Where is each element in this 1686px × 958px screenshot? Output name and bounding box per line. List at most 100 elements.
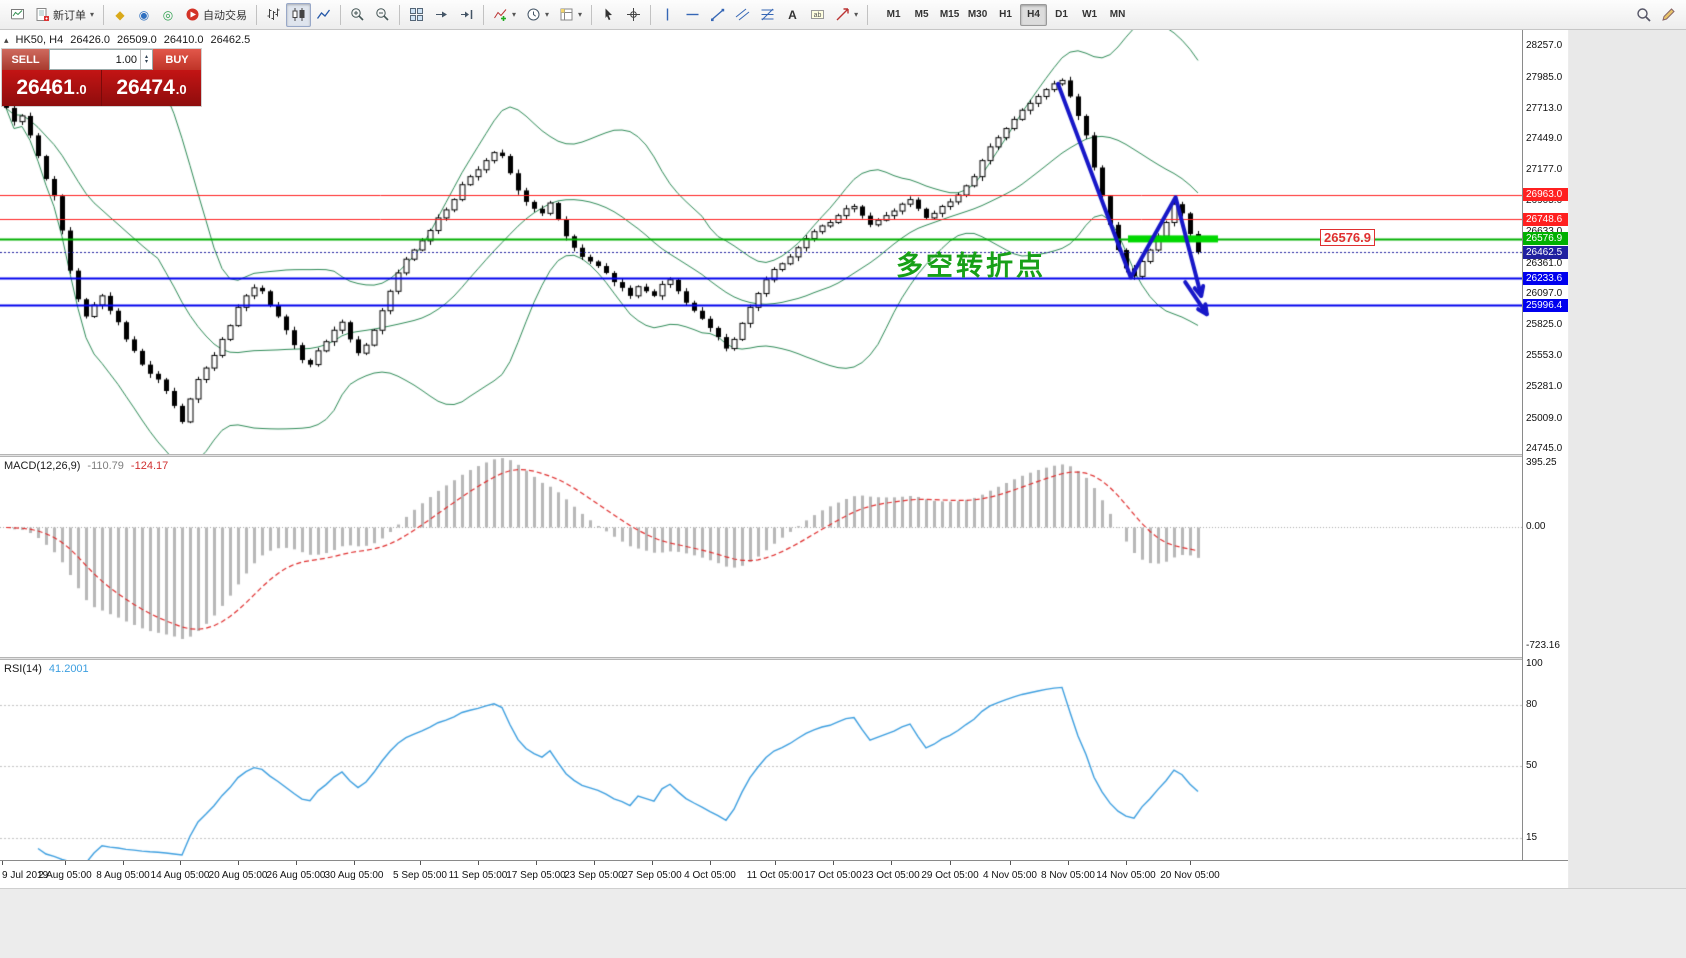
toolbar-separator <box>591 4 593 25</box>
toolbar-zoom-out-button[interactable] <box>370 3 395 27</box>
time-axis-label: 9 Jul 2019 <box>2 870 49 881</box>
rsi-canvas[interactable] <box>0 660 1522 860</box>
toolbar-market-watch-button[interactable]: ◉ <box>132 3 156 27</box>
volume-spinner[interactable]: ▴ ▾ <box>140 50 152 69</box>
time-axis-label: 17 Oct 05:00 <box>804 870 862 881</box>
zoom-in-icon <box>350 7 365 22</box>
cursor-icon <box>601 7 616 22</box>
time-axis-tick <box>1190 861 1191 865</box>
time-axis[interactable]: 9 Jul 2019 2 Aug 05:00 8 Aug 05:00 14 Aug 0… <box>0 860 1568 888</box>
new-order-icon <box>35 7 50 22</box>
ohlc-open: 26426.0 <box>70 34 110 46</box>
one-click-collapse-icon[interactable]: ▴ <box>4 34 9 45</box>
panel-splitter[interactable] <box>0 454 1568 457</box>
price-badge: 26576.9 <box>1523 232 1568 246</box>
time-axis-tick <box>594 861 595 865</box>
time-axis-tick <box>1126 861 1127 865</box>
toolbar-new-order-button[interactable]: 新订单 ▾ <box>30 3 99 27</box>
toolbar-text-label-button[interactable]: ab <box>805 3 830 27</box>
toolbar-line-chart-button[interactable] <box>311 3 336 27</box>
time-axis-tick <box>420 861 421 865</box>
buy-price-box[interactable]: 26474 .0 <box>101 70 201 106</box>
price-scale[interactable]: 28257.027985.027713.027449.027177.026905… <box>1522 30 1568 860</box>
toolbar-arrows-button[interactable]: ▾ <box>830 3 863 27</box>
toolbar-navigator-button[interactable]: ◎ <box>156 3 180 27</box>
toolbar-horizontal-line-button[interactable] <box>680 3 705 27</box>
toolbar-indicators-button[interactable]: ▾ <box>488 3 521 27</box>
timeframe-H1[interactable]: H1 <box>999 9 1012 20</box>
time-axis-label: 14 Aug 05:00 <box>150 870 210 881</box>
time-axis-label: 23 Sep 05:00 <box>564 870 624 881</box>
sell-button[interactable]: SELL <box>2 49 49 70</box>
timeframe-M30[interactable]: M30 <box>967 9 988 20</box>
time-axis-tick <box>775 861 776 865</box>
toolbar-equidistant-channel-button[interactable] <box>730 3 755 27</box>
toolbar-vertical-line-button[interactable] <box>655 3 680 27</box>
chart-ohlc-header: ▴ HK50, H4 26426.0 26509.0 26410.0 26462… <box>4 34 250 46</box>
main-chart-panel: ▴ HK50, H4 26426.0 26509.0 26410.0 26462… <box>0 30 1522 454</box>
timeframe-M15[interactable]: M15 <box>939 9 960 20</box>
spin-down-icon[interactable]: ▾ <box>144 58 148 65</box>
toolbar-periods-button[interactable]: ▾ <box>521 3 554 27</box>
spin-up-icon[interactable]: ▴ <box>144 53 148 60</box>
time-axis-label: 27 Sep 05:00 <box>622 870 682 881</box>
toolbar-text-button[interactable]: A <box>780 3 805 27</box>
timeframe-MN[interactable]: MN <box>1109 9 1126 20</box>
timeframe-D1[interactable]: D1 <box>1055 9 1068 20</box>
panel-splitter[interactable] <box>0 657 1568 660</box>
volume-value: 1.00 <box>115 53 137 66</box>
toolbar-chart-shift-button[interactable] <box>454 3 479 27</box>
price-badge: 25996.4 <box>1523 298 1568 312</box>
price-scale-label: 25009.0 <box>1526 412 1563 424</box>
toolbar-candlestick-chart-button[interactable] <box>286 2 312 27</box>
time-axis-tick <box>950 861 951 865</box>
timeframe-W1[interactable]: W1 <box>1082 9 1098 20</box>
toolbar-search-button[interactable] <box>1631 3 1656 27</box>
timeframe-M1[interactable]: M1 <box>886 9 901 20</box>
price-scale-label: 25553.0 <box>1526 350 1563 362</box>
time-axis-label: 8 Aug 05:00 <box>96 870 150 881</box>
time-axis-tick <box>2 861 3 865</box>
toolbar-auto-scroll-button[interactable] <box>429 3 454 27</box>
periods-icon <box>526 7 541 22</box>
toolbar-fibonacci-retracement-button[interactable] <box>755 3 780 27</box>
toolbar-templates-button[interactable]: ▾ <box>554 3 587 27</box>
time-axis-label: 4 Nov 05:00 <box>983 870 1037 881</box>
time-axis-tick <box>652 861 653 865</box>
toolbar-profiles-button[interactable]: ◆ <box>108 3 132 27</box>
trendline-icon <box>710 7 725 22</box>
sell-price-box[interactable]: 26461 .0 <box>2 70 101 106</box>
toolbar-separator <box>256 4 258 25</box>
chevron-down-icon: ▾ <box>90 10 95 19</box>
toolbar-bar-chart-button[interactable] <box>261 3 286 27</box>
line-chart-icon <box>316 7 331 22</box>
macd-canvas[interactable] <box>0 457 1522 657</box>
toolbar-quick-edit-button[interactable] <box>1656 3 1681 27</box>
time-axis-label: 4 Oct 05:00 <box>684 870 736 881</box>
toolbar-zoom-in-button[interactable] <box>345 3 370 27</box>
time-axis-tick <box>833 861 834 865</box>
timeframe-H4[interactable]: H4 <box>1020 3 1048 26</box>
toolbar-crosshair-button[interactable] <box>621 3 646 27</box>
toolbar-trendline-button[interactable] <box>705 3 730 27</box>
time-axis-tick <box>1010 861 1011 865</box>
toolbar-tile-windows-button[interactable] <box>404 3 429 27</box>
toolbar-new-chart-button[interactable] <box>5 3 30 27</box>
shapes-icon <box>835 7 850 22</box>
vline-icon <box>660 7 675 22</box>
time-axis-label: 11 Sep 05:00 <box>448 870 508 881</box>
chart-window: ▴ HK50, H4 26426.0 26509.0 26410.0 26462… <box>0 30 1568 888</box>
toolbar-autotrading-button[interactable]: 自动交易 <box>180 3 252 27</box>
timeframe-M5[interactable]: M5 <box>914 9 929 20</box>
volume-field[interactable]: 1.00 ▴ ▾ <box>49 49 153 70</box>
buy-price-dec: .0 <box>175 82 187 97</box>
toolbar-cursor-button[interactable] <box>596 3 621 27</box>
time-axis-tick <box>123 861 124 865</box>
macd-scale-label: -723.16 <box>1526 640 1560 652</box>
templates-icon <box>559 7 574 22</box>
price-scale-label: 25281.0 <box>1526 381 1563 393</box>
rsi-scale-label: 15 <box>1526 831 1538 843</box>
buy-button[interactable]: BUY <box>153 49 201 70</box>
main-chart-canvas[interactable] <box>0 30 1522 454</box>
